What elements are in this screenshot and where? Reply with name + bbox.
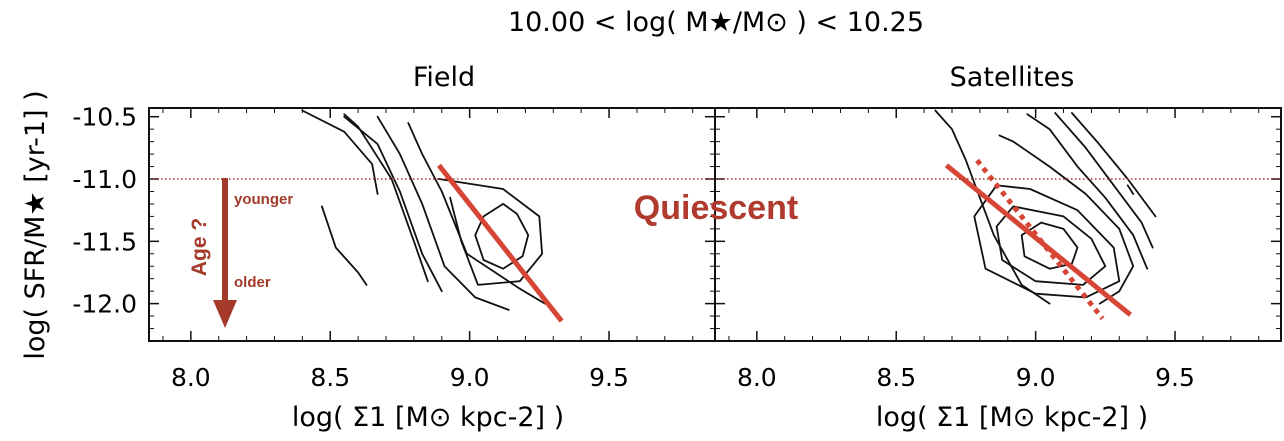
y-tick-label: -11.5 xyxy=(72,227,137,256)
age-label: Age ? xyxy=(188,218,211,276)
panel-frame-satellites xyxy=(714,107,1282,342)
fit-layer xyxy=(437,158,1133,323)
y-tick-label: -10.5 xyxy=(72,103,137,132)
density-contour-field xyxy=(301,109,379,195)
y-tick-label: -11.0 xyxy=(72,165,137,194)
y-tick-label: -12.0 xyxy=(72,290,137,319)
older-label: older xyxy=(234,274,271,291)
density-contour-satellites xyxy=(1126,184,1135,195)
age-arrow-head xyxy=(213,300,237,328)
x-tick-label-field: 9.0 xyxy=(450,363,490,392)
density-contour-satellites xyxy=(995,205,1107,286)
density-contour-satellites xyxy=(1020,221,1079,270)
x-tick-label-satellites: 8.5 xyxy=(876,363,916,392)
contour-layer xyxy=(301,109,1157,311)
x-axis-label-satellites: log( Σ1 [M⊙ kpc-2] ) xyxy=(876,402,1148,433)
density-contour-field xyxy=(343,115,443,293)
density-contour-satellites xyxy=(934,109,1051,305)
density-contour-field xyxy=(474,202,530,270)
density-contour-satellites xyxy=(973,184,1121,299)
density-contour-satellites xyxy=(1071,112,1157,218)
tick-layer: 8.0 8.5 9.0 9.5 -10.5 -11.0 -11.5 -12.0 8.0 8.5 9.… xyxy=(72,103,1281,392)
x-tick-label-field: 9.5 xyxy=(589,363,629,392)
fit-line-dotted-satellites xyxy=(975,158,1105,321)
panel-title-field: Field xyxy=(413,62,475,93)
x-tick-label-field: 8.0 xyxy=(171,363,211,392)
y-axis-label: log( SFR/M★ [yr-1] ) xyxy=(20,90,51,359)
x-axis-label-field: log( Σ1 [M⊙ kpc-2] ) xyxy=(292,402,564,433)
x-tick-label-field: 8.5 xyxy=(310,363,350,392)
density-contour-field xyxy=(376,115,510,311)
x-tick-label-satellites: 9.0 xyxy=(1016,363,1056,392)
fit-line-field xyxy=(437,163,564,323)
density-contour-satellites xyxy=(1054,112,1154,249)
x-tick-label-satellites: 9.5 xyxy=(1155,363,1195,392)
figure-title: 10.00 < log( M★/M⊙ ) < 10.25 xyxy=(508,7,924,38)
younger-label: younger xyxy=(234,191,293,208)
panel-title-satellites: Satellites xyxy=(950,62,1075,93)
quiescent-label: Quiescent xyxy=(634,189,798,227)
density-contour-satellites xyxy=(1026,113,1149,270)
density-contour-satellites xyxy=(998,134,1135,305)
density-contour-field xyxy=(343,113,429,283)
x-tick-label-satellites: 8.0 xyxy=(737,363,777,392)
density-contour-field xyxy=(407,122,546,305)
density-contour-field xyxy=(320,205,368,286)
